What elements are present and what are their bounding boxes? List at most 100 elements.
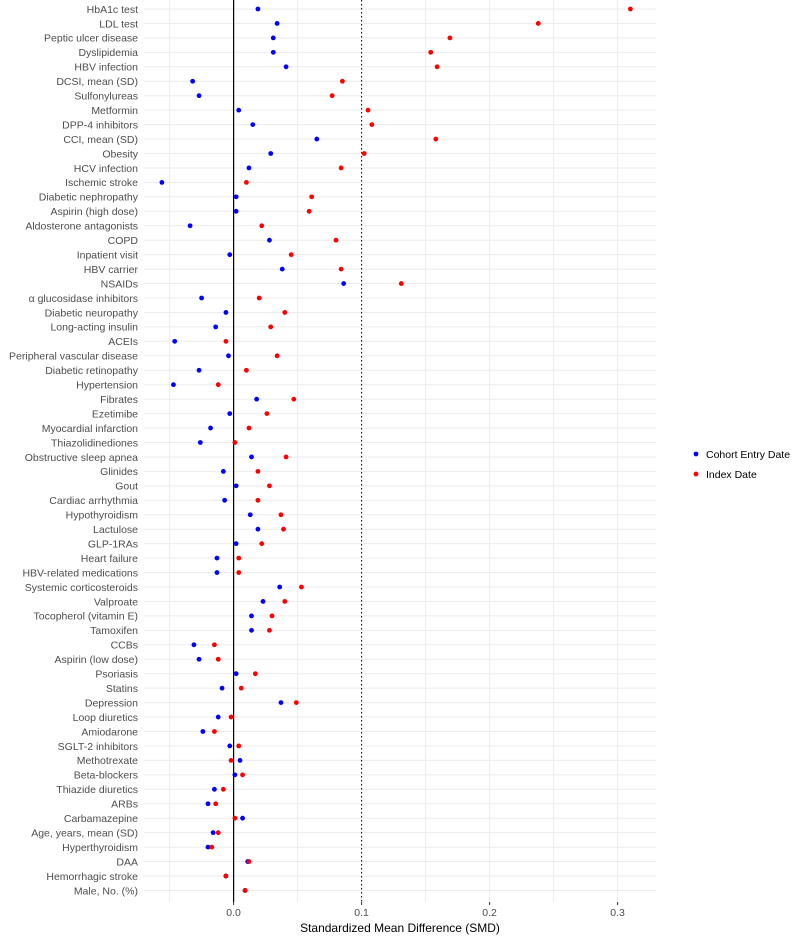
- point-index-date: [267, 627, 272, 633]
- point-index-date: [223, 338, 229, 344]
- category-label: Fibrates: [100, 394, 138, 406]
- point-cohort-entry-date: [255, 6, 261, 12]
- category-label: Thiazide diuretics: [56, 784, 138, 796]
- x-axis-title: Standardized Mean Difference (SMD): [300, 921, 500, 935]
- point-cohort-entry-date: [249, 454, 254, 460]
- category-label: Beta-blockers: [74, 770, 138, 782]
- category-label: α glucosidase inhibitors: [29, 293, 138, 305]
- category-label: Tocopherol (vitamin E): [34, 611, 138, 623]
- category-label: Aspirin (high dose): [50, 206, 138, 218]
- point-cohort-entry-date: [227, 743, 233, 749]
- point-index-date: [256, 295, 262, 301]
- category-label: Obstructive sleep apnea: [25, 452, 138, 464]
- category-label: Loop diuretics: [73, 712, 138, 724]
- point-index-date: [236, 743, 242, 749]
- point-cohort-entry-date: [214, 555, 220, 561]
- category-label: Tamoxifen: [90, 625, 138, 637]
- point-cohort-entry-date: [268, 151, 274, 156]
- point-cohort-entry-date: [260, 599, 266, 604]
- point-cohort-entry-date: [208, 425, 213, 431]
- category-label: HCV infection: [74, 163, 138, 175]
- point-index-date: [220, 786, 226, 792]
- point-index-date: [282, 599, 288, 604]
- point-index-date: [278, 512, 284, 518]
- category-label: Diabetic retinopathy: [45, 365, 139, 377]
- point-cohort-entry-date: [247, 512, 253, 518]
- point-cohort-entry-date: [237, 758, 243, 763]
- point-cohort-entry-date: [213, 324, 219, 330]
- point-index-date: [232, 815, 238, 821]
- category-label: Diabetic neuropathy: [45, 307, 139, 319]
- point-cohort-entry-date: [278, 700, 284, 705]
- point-cohort-entry-date: [187, 223, 193, 229]
- point-cohort-entry-date: [197, 440, 203, 445]
- category-label: CCI, mean (SD): [63, 134, 138, 146]
- category-label: Valproate: [94, 596, 138, 608]
- category-label: Carbamazepine: [64, 813, 138, 825]
- point-index-date: [365, 107, 371, 113]
- point-cohort-entry-date: [172, 338, 178, 344]
- category-label: Amiodarone: [81, 726, 138, 738]
- data-points: [159, 6, 633, 893]
- point-cohort-entry-date: [220, 469, 226, 474]
- category-label: Psoriasis: [95, 669, 138, 681]
- point-index-date: [288, 252, 294, 258]
- x-tick-label: 0.2: [482, 907, 497, 919]
- category-label: ACEIs: [108, 336, 138, 348]
- x-axis-ticks: 0.0 0.1 0.2 0.3: [226, 902, 625, 919]
- category-label: Obesity: [102, 148, 138, 160]
- point-cohort-entry-date: [274, 21, 280, 26]
- category-label: Ezetimibe: [92, 408, 138, 420]
- point-cohort-entry-date: [246, 165, 252, 171]
- category-label: Systemic corticosteroids: [25, 582, 138, 594]
- point-cohort-entry-date: [254, 396, 260, 402]
- point-index-date: [228, 758, 234, 763]
- point-index-date: [236, 570, 242, 575]
- point-index-date: [264, 411, 270, 416]
- point-index-date: [535, 21, 541, 26]
- point-index-date: [333, 237, 339, 243]
- point-index-date: [255, 497, 261, 503]
- point-index-date: [209, 844, 215, 850]
- category-label: Lactulose: [93, 524, 138, 536]
- category-label: Long-acting insulin: [50, 322, 138, 334]
- category-label: Myocardial infarction: [42, 423, 138, 435]
- point-cohort-entry-date: [199, 295, 205, 301]
- point-index-date: [246, 859, 252, 864]
- point-index-date: [268, 324, 274, 330]
- point-index-date: [306, 208, 312, 214]
- point-cohort-entry-date: [222, 497, 228, 503]
- category-label: SGLT-2 inhibitors: [58, 741, 138, 753]
- category-label: Methotrexate: [77, 755, 138, 767]
- point-cohort-entry-date: [283, 64, 289, 70]
- point-index-date: [215, 656, 221, 662]
- point-cohort-entry-date: [267, 237, 272, 243]
- legend-label: Cohort Entry Date: [706, 449, 790, 461]
- category-label: COPD: [108, 235, 139, 247]
- category-label: Aldosterone antagonists: [25, 221, 138, 233]
- point-cohort-entry-date: [249, 627, 254, 633]
- point-cohort-entry-date: [227, 252, 233, 258]
- category-label: NSAIDs: [101, 278, 138, 290]
- point-cohort-entry-date: [279, 266, 285, 272]
- point-index-date: [361, 151, 367, 156]
- point-index-date: [338, 165, 344, 171]
- category-label: Depression: [85, 697, 138, 709]
- point-cohort-entry-date: [223, 310, 229, 315]
- category-label: Peripheral vascular disease: [9, 351, 138, 363]
- category-label: HbA1c test: [87, 4, 138, 16]
- point-index-date: [329, 93, 335, 99]
- point-cohort-entry-date: [249, 613, 254, 619]
- point-cohort-entry-date: [190, 78, 196, 84]
- point-index-date: [228, 714, 234, 720]
- category-label: Male, No. (%): [74, 885, 138, 897]
- point-cohort-entry-date: [212, 786, 217, 792]
- point-index-date: [252, 671, 258, 677]
- category-label: Hemorrhagic stroke: [46, 871, 138, 883]
- point-cohort-entry-date: [219, 685, 225, 691]
- category-label: Peptic ulcer disease: [44, 33, 138, 45]
- point-index-date: [236, 555, 242, 561]
- point-cohort-entry-date: [159, 180, 165, 185]
- point-index-date: [242, 888, 248, 893]
